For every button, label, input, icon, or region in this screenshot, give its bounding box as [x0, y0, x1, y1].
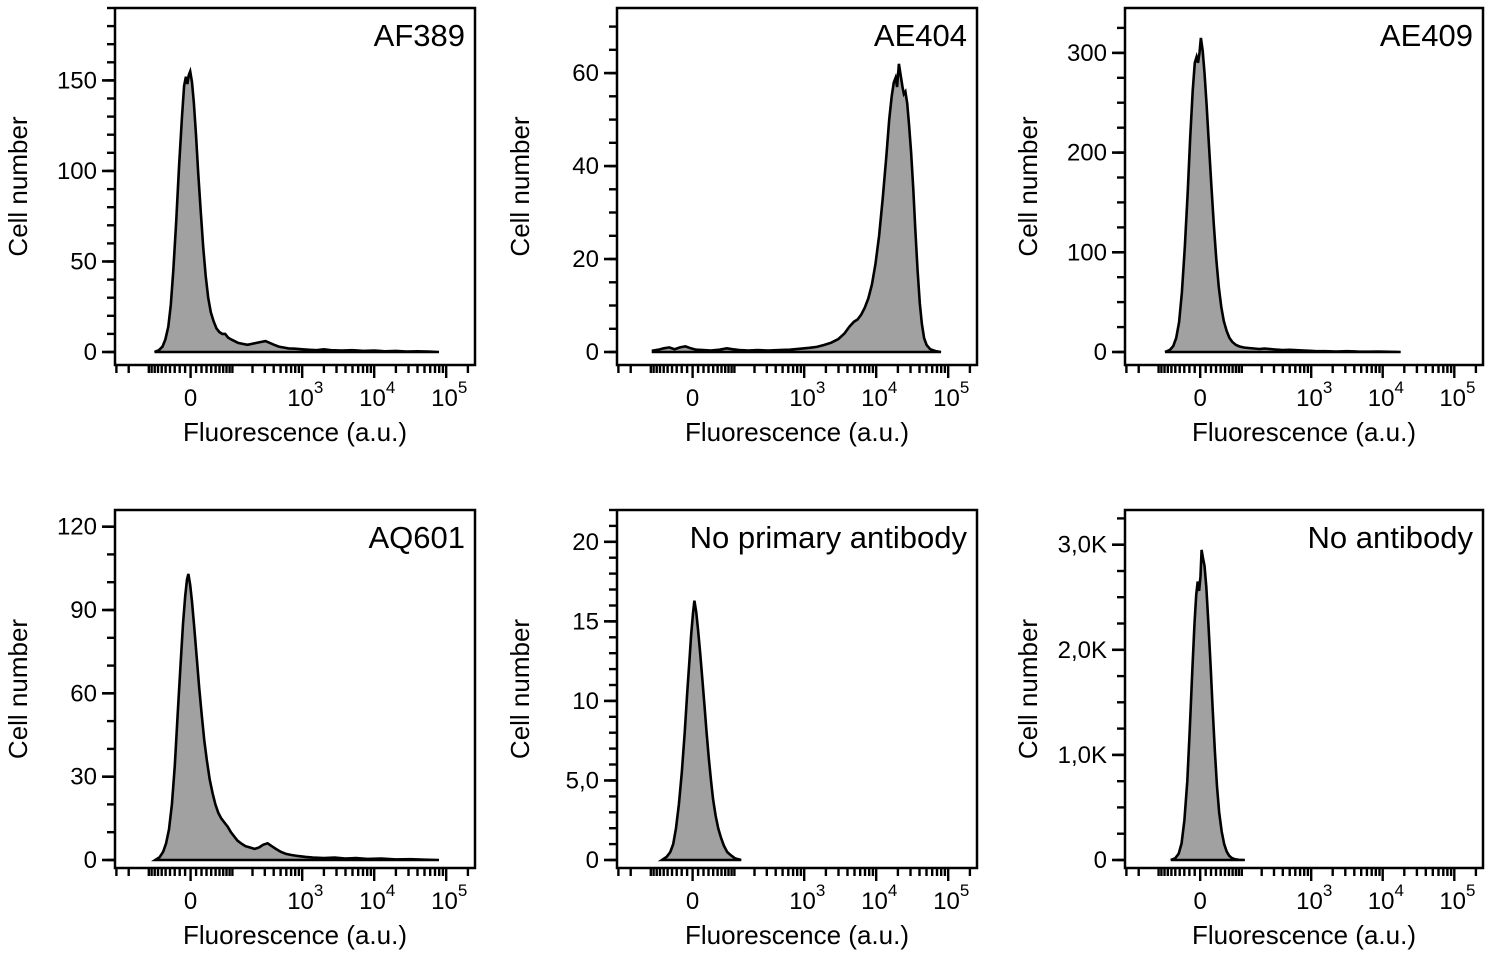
x-tick-label: 103: [1296, 378, 1332, 412]
panel-title: AE404: [874, 18, 967, 53]
panel-title: No antibody: [1308, 520, 1474, 555]
x-tick-label: 105: [431, 378, 467, 412]
x-tick-label: 105: [1439, 378, 1475, 412]
y-tick-label: 60: [70, 680, 97, 707]
panel-title: AF389: [374, 18, 465, 53]
y-tick-label: 0: [1094, 847, 1107, 874]
y-tick-label: 120: [57, 514, 97, 541]
x-tick-label: 104: [1368, 881, 1404, 915]
y-tick-label: 20: [572, 529, 599, 556]
histogram-area: [1164, 37, 1401, 354]
y-tick-label: 20: [572, 246, 599, 273]
histogram-area: [150, 573, 440, 862]
panel-no-primary-antibody: 0 103 104 105 0 5,0 10 15 20 No primary antibody F…: [497, 487, 993, 975]
panel-ae404: 0 103 104 105 0 20 40 60 AE404 Fluorescence (a.u.…: [497, 0, 993, 487]
x-axis-title: Fluorescence (a.u.): [685, 920, 909, 950]
y-tick-label: 150: [57, 67, 97, 94]
x-tick-label: 0: [1194, 385, 1207, 412]
x-axis-title: Fluorescence (a.u.): [183, 417, 407, 447]
histogram-area: [1170, 549, 1245, 862]
x-tick-label: 105: [933, 881, 969, 915]
panel-title: AQ601: [368, 520, 465, 555]
y-axis-title: Cell number: [1013, 619, 1043, 760]
x-tick-label: 0: [184, 385, 197, 412]
y-tick-label: 100: [57, 158, 97, 185]
histogram-ae409: 0 103 104 105 0 100 200 300 AE409 Fluorescence (a…: [1013, 6, 1485, 447]
panel-title: AE409: [1380, 18, 1473, 53]
histogram-af389: 0 103 104 105 0 50 100 150 AF389 Fluorescence (a.…: [3, 6, 477, 447]
x-tick-label: 0: [686, 888, 699, 915]
panel-no-antibody: 0 103 104 105 0 1,0K 2,0K 3,0K No antibody Fluore…: [993, 487, 1490, 975]
plot-border: [1123, 6, 1485, 367]
y-tick-label: 15: [572, 608, 599, 635]
y-tick-label: 5,0: [566, 767, 599, 794]
panel-af389: 0 103 104 105 0 50 100 150 AF389 Fluorescence (a.…: [0, 0, 497, 487]
x-tick-label: 0: [184, 888, 197, 915]
x-axis-title: Fluorescence (a.u.): [183, 920, 407, 950]
histogram-ae404: 0 103 104 105 0 20 40 60 AE404 Fluorescence (a.u.…: [505, 6, 979, 447]
y-tick-label: 50: [70, 248, 97, 275]
y-tick-label: 2,0K: [1058, 637, 1107, 664]
y-tick-label: 40: [572, 153, 599, 180]
y-tick-label: 200: [1067, 140, 1107, 167]
y-tick-label: 3,0K: [1058, 532, 1107, 559]
x-axis-title: Fluorescence (a.u.): [1192, 417, 1416, 447]
plot-border: [113, 6, 477, 367]
histogram-area: [154, 66, 440, 354]
x-tick-label: 105: [431, 881, 467, 915]
y-axis-title: Cell number: [3, 619, 33, 760]
y-tick-label: 300: [1067, 40, 1107, 67]
y-tick-label: 30: [70, 764, 97, 791]
x-tick-label: 103: [789, 378, 825, 412]
histogram-area: [657, 600, 742, 862]
x-tick-label: 104: [359, 881, 395, 915]
y-axis-title: Cell number: [505, 619, 535, 760]
x-tick-label: 105: [933, 378, 969, 412]
histogram-no-primary-antibody: 0 103 104 105 0 5,0 10 15 20 No primary antibody F…: [505, 508, 979, 950]
histogram-no-antibody: 0 103 104 105 0 1,0K 2,0K 3,0K No antibody Fluore…: [1013, 508, 1485, 950]
plot-border: [113, 508, 477, 870]
y-tick-label: 0: [1094, 339, 1107, 366]
panel-title: No primary antibody: [690, 520, 968, 555]
y-tick-label: 10: [572, 688, 599, 715]
y-tick-label: 90: [70, 597, 97, 624]
y-tick-label: 0: [84, 339, 97, 366]
y-tick-label: 0: [586, 847, 599, 874]
x-tick-label: 105: [1439, 881, 1475, 915]
y-tick-label: 1,0K: [1058, 742, 1107, 769]
y-tick-label: 100: [1067, 239, 1107, 266]
x-tick-label: 0: [1194, 888, 1207, 915]
x-tick-label: 103: [287, 378, 323, 412]
y-axis-title: Cell number: [505, 116, 535, 257]
x-tick-label: 0: [686, 385, 699, 412]
x-tick-label: 103: [1296, 881, 1332, 915]
y-axis-title: Cell number: [3, 116, 33, 257]
x-tick-label: 103: [287, 881, 323, 915]
x-tick-label: 104: [1368, 378, 1404, 412]
x-axis-title: Fluorescence (a.u.): [1192, 920, 1416, 950]
plot-border: [1123, 508, 1485, 870]
x-tick-label: 104: [861, 378, 897, 412]
x-axis-title: Fluorescence (a.u.): [685, 417, 909, 447]
plot-border: [615, 508, 979, 870]
y-tick-label: 60: [572, 60, 599, 87]
histogram-aq601: 0 103 104 105 0 30 60 90 120 AQ601 Fluorescence (a…: [3, 508, 477, 950]
panel-aq601: 0 103 104 105 0 30 60 90 120 AQ601 Fluorescence (a…: [0, 487, 497, 975]
plot-border: [615, 6, 979, 367]
y-tick-label: 0: [84, 847, 97, 874]
x-tick-label: 103: [789, 881, 825, 915]
histogram-area: [651, 63, 942, 354]
x-tick-label: 104: [359, 378, 395, 412]
x-tick-label: 104: [861, 881, 897, 915]
y-axis-title: Cell number: [1013, 116, 1043, 257]
panel-ae409: 0 103 104 105 0 100 200 300 AE409 Fluorescence (a…: [993, 0, 1490, 487]
y-tick-label: 0: [586, 339, 599, 366]
